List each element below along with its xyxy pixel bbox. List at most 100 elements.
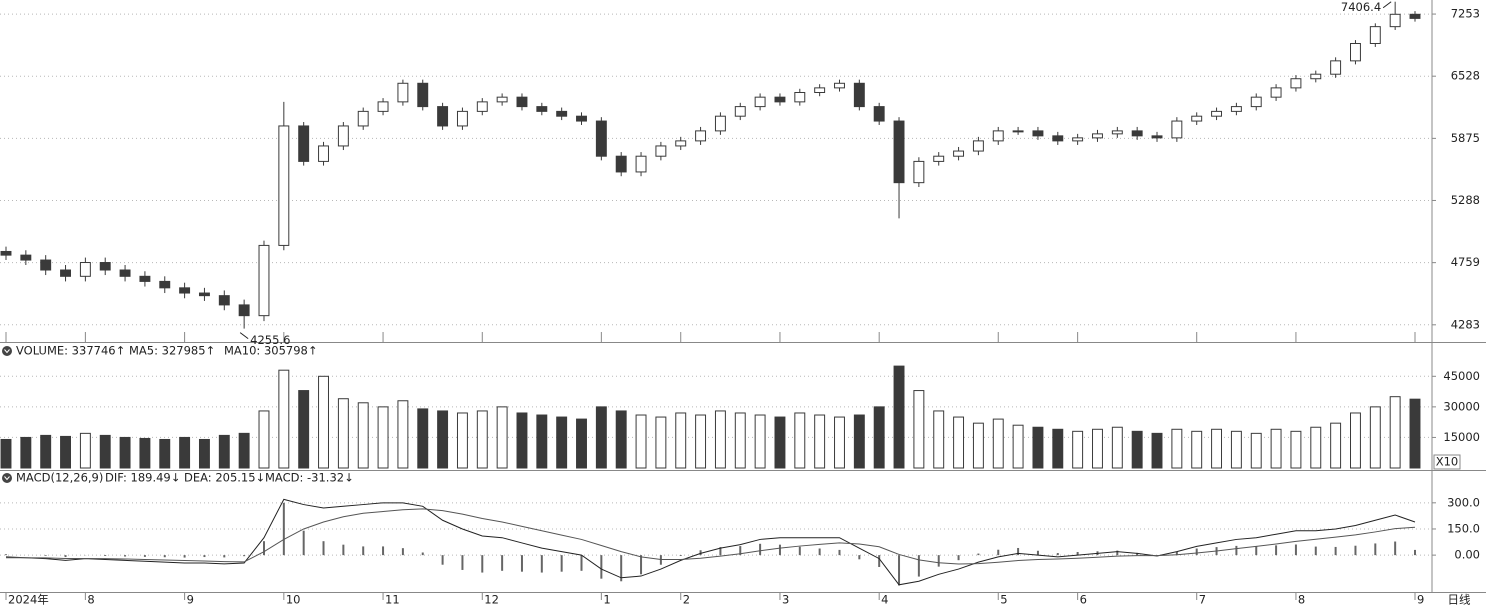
x-tick-label: 7 <box>1199 593 1206 607</box>
volume-bar <box>615 410 627 469</box>
candle-body <box>675 140 687 147</box>
volume-header: VOLUME: 337746↑ <box>16 344 125 358</box>
volume-bar <box>576 418 587 469</box>
volume-bar <box>1211 428 1223 469</box>
y-tick-label: 6528 <box>1451 69 1480 83</box>
volume-bar <box>754 414 766 469</box>
candle-body <box>1211 110 1223 117</box>
x-tick-label: 5 <box>1000 593 1007 607</box>
volume-bar <box>1250 432 1262 469</box>
volume-bar <box>179 436 191 469</box>
volume-bar <box>99 434 111 469</box>
volume-ma10: MA10: 305798↑ <box>224 344 318 358</box>
candle-body <box>1052 135 1064 142</box>
volume-bar <box>774 416 786 469</box>
volume-bar <box>496 406 508 469</box>
candle-body <box>377 101 389 112</box>
y-tick-label: 5875 <box>1451 131 1480 145</box>
candle-body <box>238 304 250 317</box>
y-tick-label: 45000 <box>1443 369 1480 383</box>
volume-bar <box>992 418 1004 469</box>
volume-bar <box>893 365 905 469</box>
x-tick-label: 1 <box>603 593 610 607</box>
icon-arrow <box>4 349 10 354</box>
candle-body <box>79 262 91 277</box>
volume-bar <box>437 410 449 469</box>
volume-bar <box>1171 428 1183 469</box>
volume-bar <box>40 434 52 469</box>
y-tick-label: 4759 <box>1451 255 1480 269</box>
candle-body <box>1111 130 1123 135</box>
volume-bar <box>1230 430 1242 469</box>
candle-body <box>99 262 111 271</box>
x-tick-label: 9 <box>1417 593 1424 607</box>
volume-bar <box>0 438 12 469</box>
volume-bar <box>60 435 71 469</box>
candle-body <box>337 125 349 147</box>
y-tick-label: 5288 <box>1451 193 1480 207</box>
macd-line <box>5 498 1416 586</box>
candle-body <box>496 96 508 103</box>
unit-label: X10 <box>1436 455 1459 469</box>
candle-body <box>1350 42 1361 62</box>
macd-line <box>6 508 1416 565</box>
volume-bar <box>476 410 488 469</box>
volume-bar <box>1191 430 1203 469</box>
volume-bar <box>933 410 945 469</box>
candle-body <box>794 92 806 103</box>
volume-bar <box>1032 426 1044 469</box>
volume-bar <box>1092 428 1103 469</box>
candle-body <box>40 259 52 271</box>
volume-bar <box>1131 430 1143 469</box>
candle-body <box>1270 87 1282 98</box>
volume-bar <box>714 410 726 469</box>
volume-bar <box>139 437 151 469</box>
volume-bar <box>536 414 548 469</box>
candle-body <box>754 96 766 108</box>
candle-body <box>218 295 230 306</box>
volume-bar <box>1369 406 1381 469</box>
x-tick-label: 11 <box>385 593 400 607</box>
panel-menu-icon[interactable] <box>2 473 12 483</box>
candle-body <box>734 106 746 117</box>
volume-bar <box>1111 426 1123 469</box>
candle-body <box>536 106 548 112</box>
candle-body <box>714 115 726 132</box>
candle-body <box>139 275 151 282</box>
candle-body <box>397 82 409 103</box>
candle-body <box>1330 60 1342 75</box>
x-tick-label: 6 <box>1080 593 1087 607</box>
volume-bar <box>556 416 568 469</box>
volume-bar <box>337 398 349 469</box>
volume-bar <box>655 416 667 469</box>
macd-header: MACD(12,26,9) <box>16 471 103 485</box>
candle-body <box>615 155 627 173</box>
icon-arrow <box>4 476 10 481</box>
candle-body <box>20 254 32 261</box>
candle-body <box>1151 135 1163 139</box>
volume-bar <box>1012 424 1024 469</box>
volume-bar <box>814 414 826 469</box>
candle-body <box>774 96 786 103</box>
candle-body <box>953 150 965 157</box>
candle-body <box>1310 73 1322 80</box>
volume-bar <box>1310 426 1322 469</box>
candle-body <box>556 110 568 117</box>
annotation-arrow <box>1382 1 1392 9</box>
panel-menu-icon[interactable] <box>2 346 12 356</box>
volume-bar <box>1389 396 1401 469</box>
volume-bar <box>595 406 607 469</box>
macd-dif: DIF: 189.49↓ <box>105 471 180 485</box>
volume-bar <box>734 412 746 469</box>
candle-body <box>357 110 369 127</box>
x-tick-label: 8 <box>87 593 94 607</box>
volume-bar <box>853 414 865 469</box>
candle-body <box>1389 13 1401 28</box>
period-label[interactable]: 日线 <box>1448 593 1471 607</box>
volume-bar <box>238 432 250 469</box>
y-tick-label: 15000 <box>1443 430 1480 444</box>
volume-bar <box>417 408 429 469</box>
volume-bar <box>1330 422 1342 469</box>
y-tick-label: 300.0 <box>1447 495 1480 509</box>
